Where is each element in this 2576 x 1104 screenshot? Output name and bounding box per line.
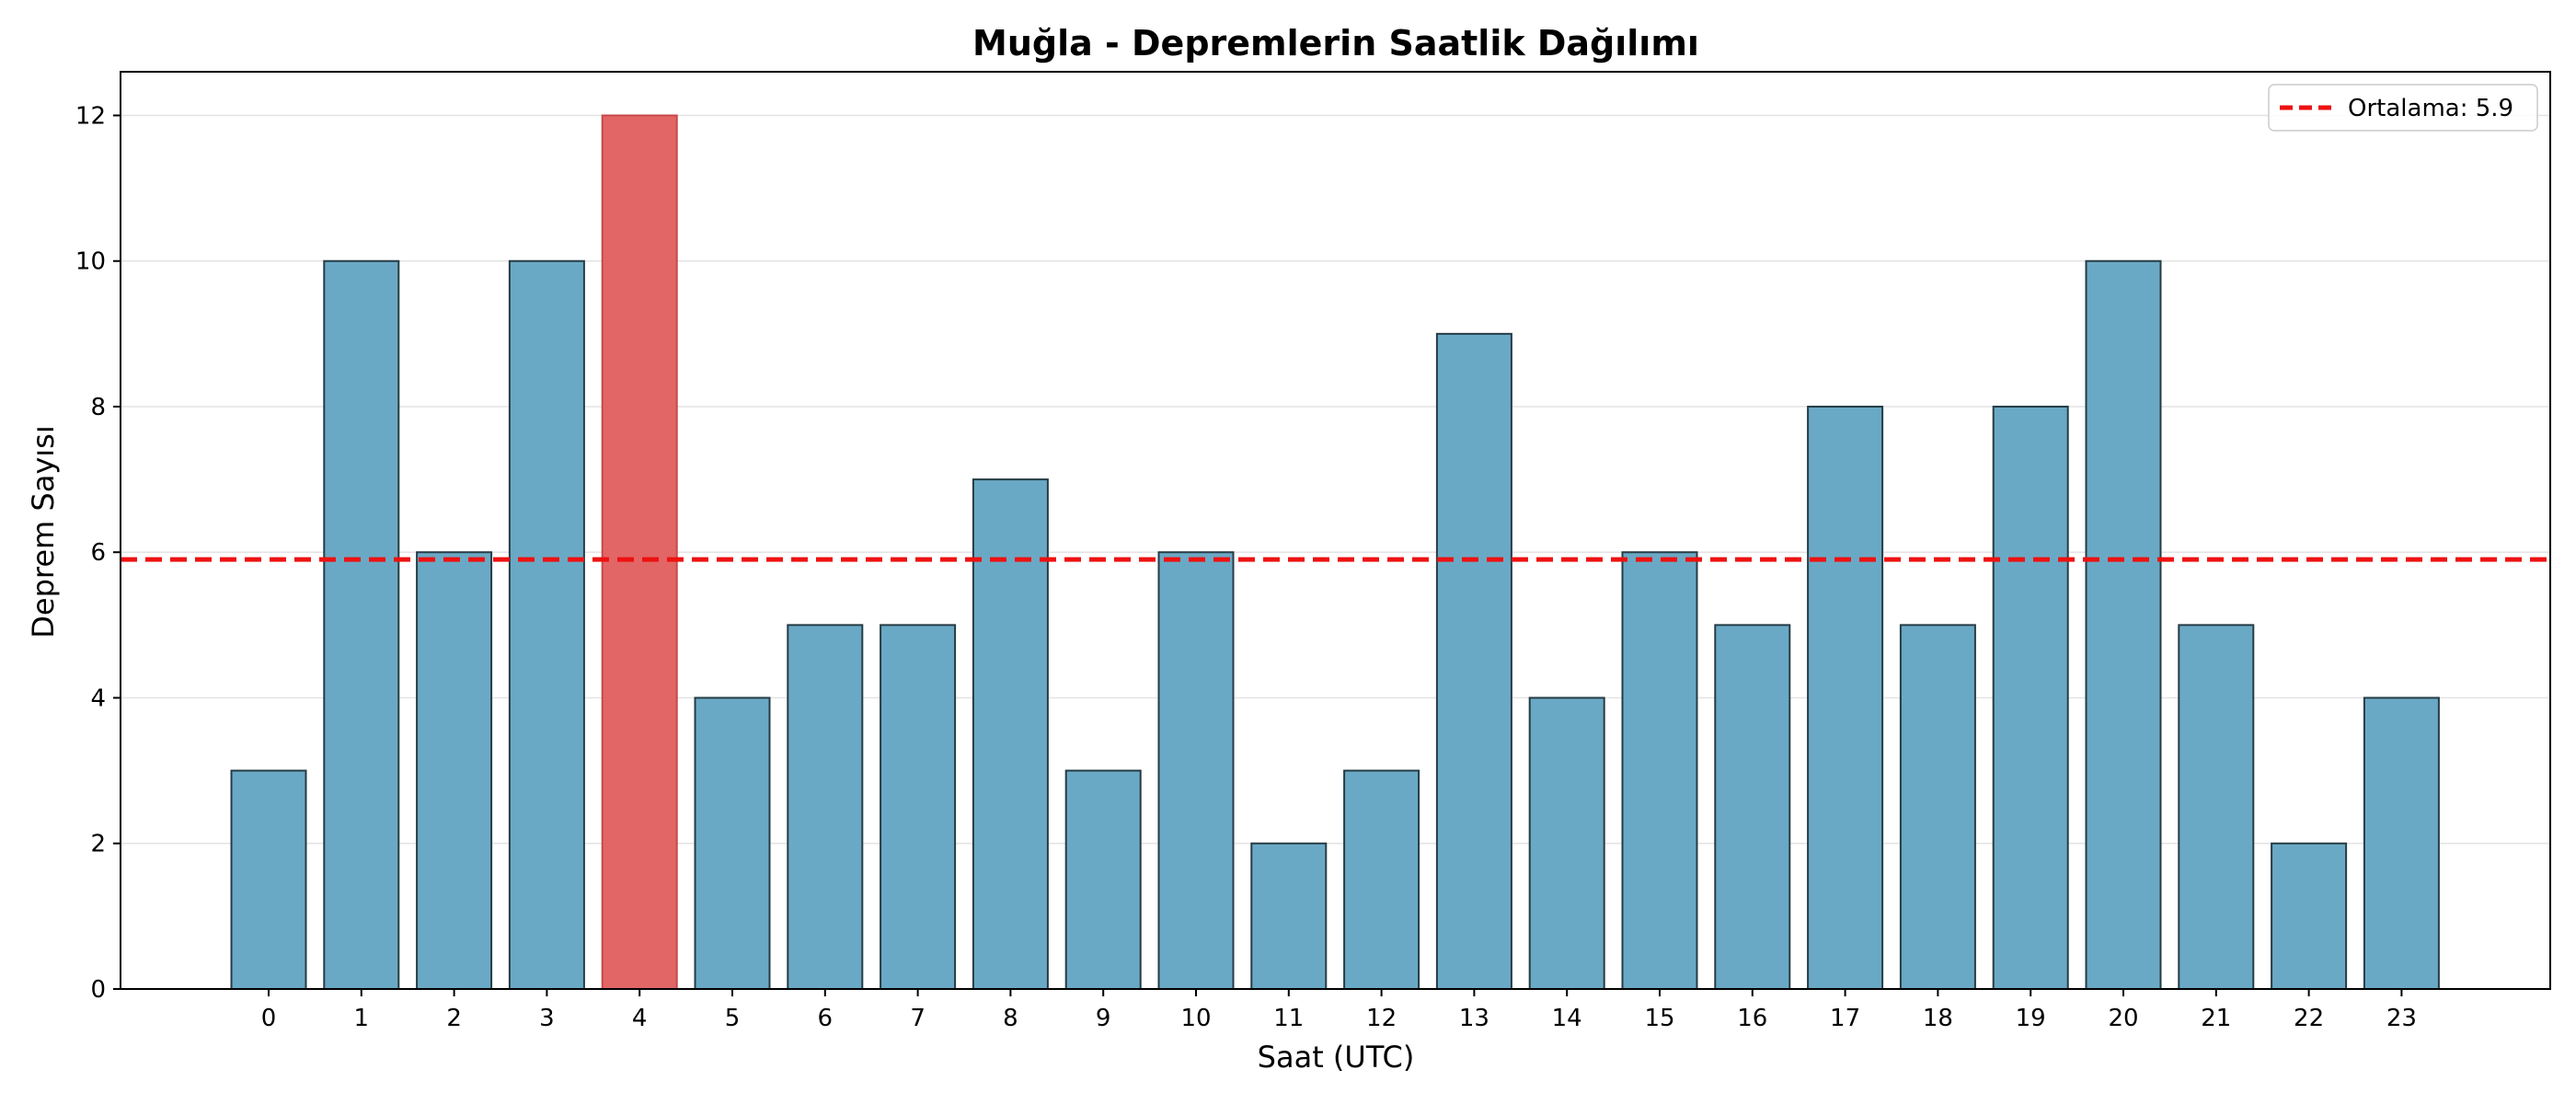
x-tick-label: 12 (1366, 1005, 1397, 1032)
x-axis-ticks: 0 1 2 3 4 5 6 7 8 9 10 11 12 13 14 15 16 17 18 19 20 21 22 23 (261, 989, 2417, 1032)
plot-frame (120, 71, 2551, 990)
x-tick-label: 6 (818, 1005, 834, 1032)
x-tick-label: 20 (2108, 1005, 2138, 1032)
bar-hour-22 (2271, 842, 2348, 990)
bar-hour-16 (1714, 624, 1791, 990)
bar-hour-20 (2085, 259, 2162, 990)
bar-hour-3 (508, 259, 585, 990)
x-tick-label: 21 (2201, 1005, 2231, 1032)
bar-hour-1 (323, 259, 400, 990)
y-tick-label: 0 (90, 976, 106, 1004)
x-tick-label: 7 (910, 1005, 926, 1032)
bar-hour-23 (2363, 696, 2440, 990)
bar-hour-17 (1807, 405, 1884, 990)
x-tick-label: 22 (2294, 1005, 2324, 1032)
x-tick-label: 5 (725, 1005, 741, 1032)
y-tick-label: 4 (90, 684, 106, 712)
bar-hour-0 (230, 769, 307, 990)
bar-hour-6 (787, 624, 864, 990)
x-tick-label: 13 (1459, 1005, 1489, 1032)
bar-hour-7 (880, 624, 957, 990)
x-tick-label: 4 (632, 1005, 648, 1032)
x-tick-label: 9 (1096, 1005, 1111, 1032)
y-axis-ticks: 0 2 4 6 8 10 12 (75, 102, 121, 1004)
x-tick-label: 14 (1552, 1005, 1582, 1032)
bar-hour-9 (1064, 769, 1142, 990)
bar-hour-11 (1250, 842, 1328, 990)
x-axis-label: Saat (UTC) (1258, 1040, 1415, 1075)
x-tick-label: 19 (2016, 1005, 2046, 1032)
y-tick-label: 12 (75, 102, 106, 130)
x-tick-label: 10 (1180, 1005, 1211, 1032)
bar-hour-12 (1343, 769, 1420, 990)
y-tick-label: 8 (90, 394, 106, 421)
bar-hour-18 (1899, 624, 1976, 990)
bar-hour-10 (1157, 551, 1235, 990)
y-tick-label: 2 (90, 831, 106, 858)
bar-hour-5 (694, 696, 771, 990)
bar-hour-15 (1621, 551, 1698, 990)
x-tick-label: 0 (261, 1005, 277, 1032)
x-tick-label: 2 (446, 1005, 462, 1032)
x-tick-label: 3 (539, 1005, 555, 1032)
bar-hour-2 (416, 551, 493, 990)
y-tick-label: 10 (75, 248, 106, 276)
bar-hour-13 (1435, 332, 1512, 991)
bars (230, 114, 2440, 991)
x-tick-label: 18 (1923, 1005, 1953, 1032)
x-tick-label: 16 (1737, 1005, 1767, 1032)
legend: Ortalama: 5.9 (2268, 84, 2538, 132)
legend-mean-label: Ortalama: 5.9 (2348, 95, 2513, 122)
x-tick-label: 15 (1644, 1005, 1674, 1032)
y-axis-label: Deprem Sayısı (26, 425, 61, 638)
x-tick-label: 1 (354, 1005, 370, 1032)
x-tick-label: 8 (1003, 1005, 1018, 1032)
bar-hour-21 (2178, 624, 2255, 990)
chart-title: Muğla - Depremlerin Saatlik Dağılımı (972, 23, 1699, 63)
legend-box (2268, 84, 2538, 132)
bar-hour-4 (601, 114, 678, 990)
x-tick-label: 17 (1830, 1005, 1860, 1032)
x-tick-label: 23 (2386, 1005, 2417, 1032)
x-tick-label: 11 (1273, 1005, 1304, 1032)
y-tick-label: 6 (90, 539, 106, 567)
bar-hour-19 (1992, 405, 2069, 990)
bar-hour-14 (1528, 696, 1605, 990)
bar-hour-8 (972, 478, 1049, 990)
